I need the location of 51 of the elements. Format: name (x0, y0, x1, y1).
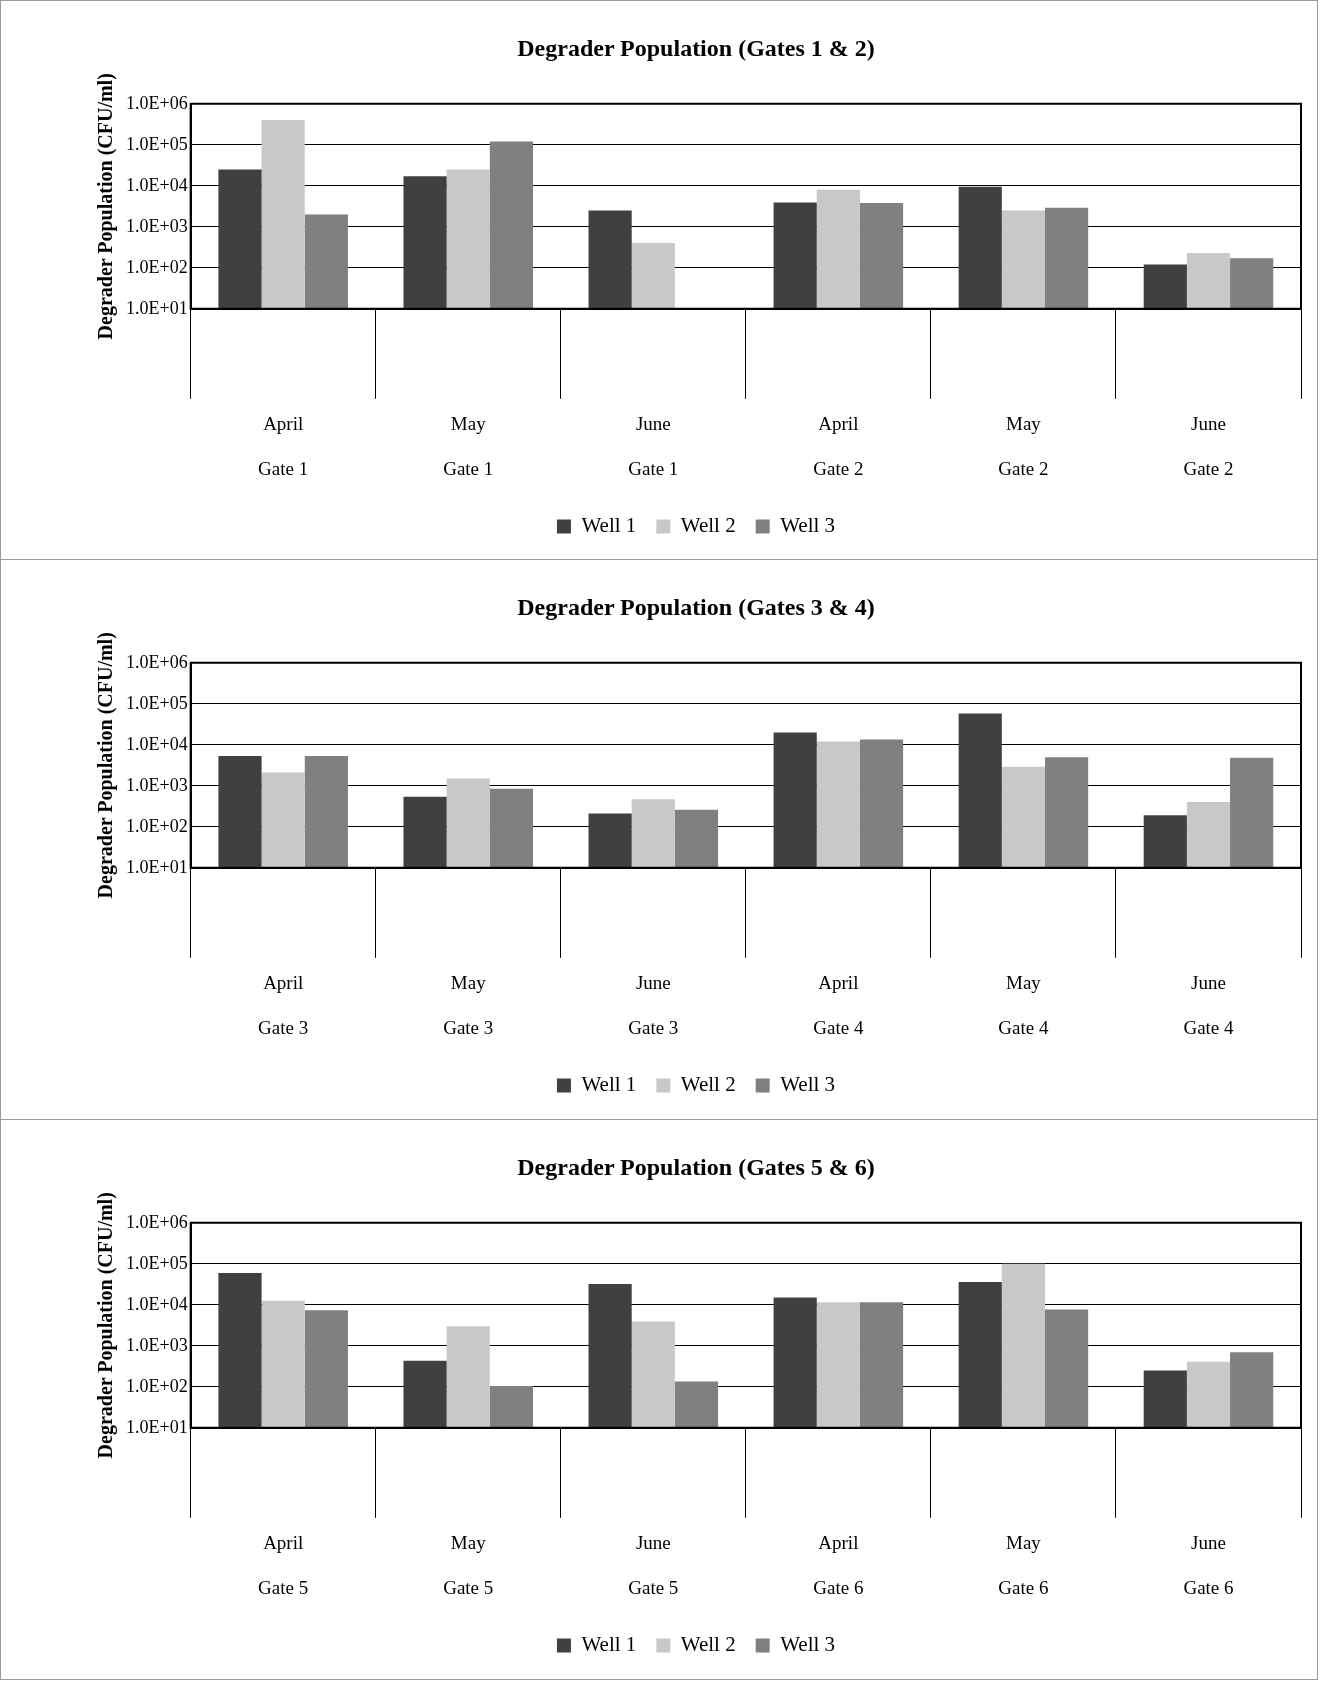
y-tick-label: 1.0E+06 (125, 92, 188, 113)
category-label: May Gate 3 (443, 971, 494, 1039)
category-label: April Gate 4 (813, 971, 864, 1039)
y-tick-label: 1.0E+05 (125, 1252, 188, 1273)
category-label: April Gate 1 (258, 412, 309, 480)
category-label: May Gate 4 (998, 971, 1049, 1039)
category-label: April Gate 5 (258, 1531, 309, 1599)
y-tick-label: 1.0E+01 (125, 297, 188, 318)
y-tick-label: 1.0E+04 (125, 174, 188, 195)
y-tick-label: 1.0E+01 (125, 856, 188, 877)
legend-label: Well 2 (680, 513, 736, 538)
chart-title: Degrader Population (Gates 3 & 4) (517, 593, 875, 620)
y-tick-label: 1.0E+06 (125, 1211, 188, 1232)
y-tick-label: 1.0E+05 (125, 692, 188, 713)
category-label: April Gate 6 (813, 1531, 864, 1599)
category-label: June Gate 2 (1183, 412, 1234, 480)
category-label: June Gate 1 (628, 412, 679, 480)
y-tick-label: 1.0E+03 (125, 774, 188, 795)
legend-label: Well 2 (680, 1632, 736, 1657)
y-tick-label: 1.0E+02 (125, 256, 188, 277)
y-tick-label: 1.0E+06 (125, 651, 188, 672)
category-label: June Gate 3 (628, 971, 679, 1039)
chart-title: Degrader Population (Gates 1 & 2) (517, 34, 875, 61)
y-tick-label: 1.0E+02 (125, 1375, 188, 1396)
chart-title: Degrader Population (Gates 5 & 6) (517, 1153, 875, 1180)
category-label: May Gate 5 (443, 1531, 494, 1599)
category-label: June Gate 4 (1183, 971, 1234, 1039)
category-label: May Gate 1 (443, 412, 494, 480)
y-tick-label: 1.0E+05 (125, 133, 188, 154)
y-axis-title: Degrader Population (CFU/ml) (94, 1192, 118, 1459)
category-label: June Gate 6 (1183, 1531, 1234, 1599)
category-label: May Gate 2 (998, 412, 1049, 480)
category-label: May Gate 6 (998, 1531, 1049, 1599)
legend-label: Well 2 (680, 1072, 736, 1097)
legend-label: Well 1 (581, 1632, 637, 1657)
y-tick-label: 1.0E+02 (125, 815, 188, 836)
y-tick-label: 1.0E+04 (125, 1293, 188, 1314)
y-axis-title: Degrader Population (CFU/ml) (94, 73, 118, 340)
legend-label: Well 3 (780, 513, 836, 538)
legend-label: Well 3 (780, 1072, 836, 1097)
y-tick-label: 1.0E+01 (125, 1416, 188, 1437)
legend-label: Well 1 (581, 513, 637, 538)
y-tick-label: 1.0E+03 (125, 215, 188, 236)
y-axis-title: Degrader Population (CFU/ml) (94, 632, 118, 899)
y-tick-label: 1.0E+04 (125, 733, 188, 754)
y-tick-label: 1.0E+03 (125, 1334, 188, 1355)
category-label: April Gate 2 (813, 412, 864, 480)
legend-label: Well 1 (581, 1072, 637, 1097)
category-label: June Gate 5 (628, 1531, 679, 1599)
category-label: April Gate 3 (258, 971, 309, 1039)
legend-label: Well 3 (780, 1632, 836, 1657)
